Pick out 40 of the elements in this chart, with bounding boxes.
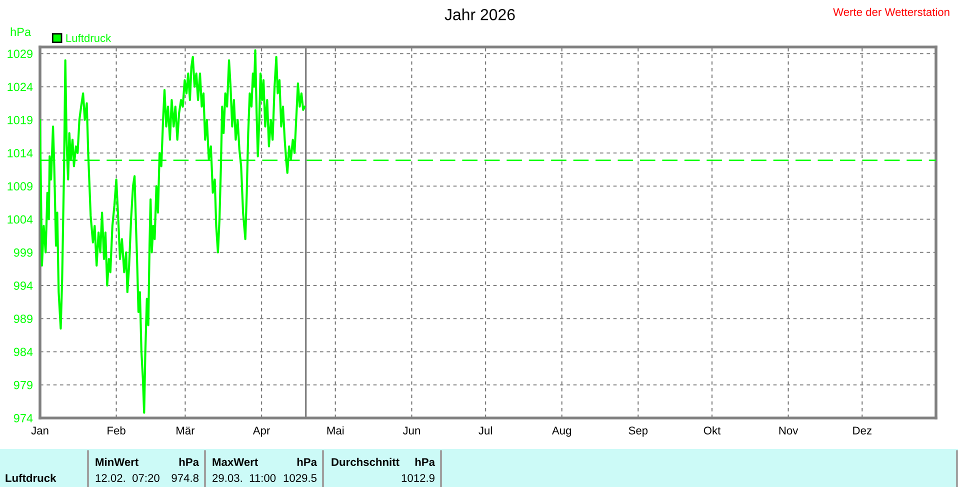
text: MinWert (96, 458, 138, 466)
text: 1012.9 (402, 474, 434, 482)
text: 12.02. 07:20 (96, 474, 160, 482)
y-tick-label: 974 (14, 414, 33, 422)
y-tick-label: 984 (14, 348, 33, 356)
text: 1029.5 (284, 474, 317, 482)
y-axis-title: hPa (10, 27, 32, 36)
y-tick-label: 989 (14, 314, 32, 324)
x-tick-label: Dez (853, 426, 872, 434)
text: Werte der Wetterstation (833, 8, 950, 16)
text: Durchschnitt (332, 458, 400, 466)
x-tick-label: Aug (552, 426, 572, 437)
y-tick-label: 1009 (8, 182, 32, 191)
y-tick-label: 1024 (8, 82, 33, 92)
chart-title: Jahr 2026 (444, 8, 515, 20)
y-tick-label: 1004 (8, 215, 33, 224)
text: 29.03. 11:00 (212, 474, 276, 482)
text: Luftdruck (6, 474, 56, 482)
y-tick-label: 979 (14, 380, 32, 390)
x-tick-label: Okt (704, 426, 721, 434)
x-tick-label: Feb (108, 426, 126, 434)
y-tick-label: 999 (14, 248, 32, 257)
x-tick-label: Jul (478, 426, 492, 434)
x-tick-label: Jan (31, 426, 48, 434)
y-tick-label: 1014 (8, 149, 33, 158)
text: hPa (415, 458, 436, 466)
x-tick-label: Sep (628, 426, 648, 437)
x-tick-label: Jun (402, 426, 420, 434)
x-tick-label: Mär (176, 426, 195, 434)
text: hPa (297, 458, 318, 466)
text: 974.8 (172, 474, 199, 482)
y-tick-label: 994 (14, 282, 33, 290)
y-tick-label: 1029 (8, 50, 32, 58)
y-tick-label: 1019 (8, 116, 32, 124)
x-tick-label: Mai (327, 426, 344, 434)
legend-label: Luftdruck (66, 34, 112, 42)
text: hPa (179, 458, 200, 466)
text: MaxWert (212, 458, 258, 466)
x-tick-label: Apr (252, 426, 270, 437)
x-tick-label: Nov (779, 426, 798, 434)
